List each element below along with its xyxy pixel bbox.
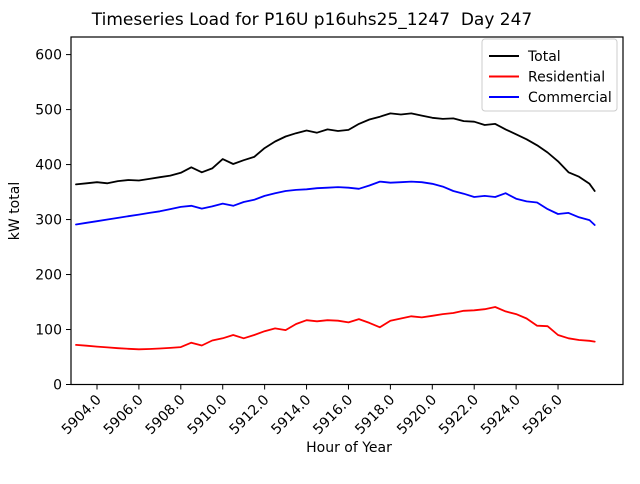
- legend-label: Residential: [528, 70, 605, 86]
- y-tick-label: 600: [35, 48, 62, 64]
- y-tick-label: 100: [35, 323, 62, 339]
- y-tick-label: 0: [53, 378, 62, 394]
- y-tick-label: 300: [35, 213, 62, 229]
- axes-spines: [70, 36, 624, 386]
- y-axis-label: kW total: [7, 182, 23, 240]
- y-tick-label: 400: [35, 158, 62, 174]
- series-total-line: [75, 112, 596, 192]
- legend-label: Total: [527, 49, 561, 65]
- legend-label: Commercial: [528, 90, 612, 106]
- x-axis-label: Hour of Year: [306, 440, 392, 456]
- y-tick-label: 500: [35, 103, 62, 119]
- series-residential-line: [75, 306, 596, 351]
- y-tick-label: 200: [35, 268, 62, 284]
- series-commercial-line: [75, 180, 596, 226]
- chart-title: Timeseries Load for P16U p16uhs25_1247 D…: [91, 10, 533, 30]
